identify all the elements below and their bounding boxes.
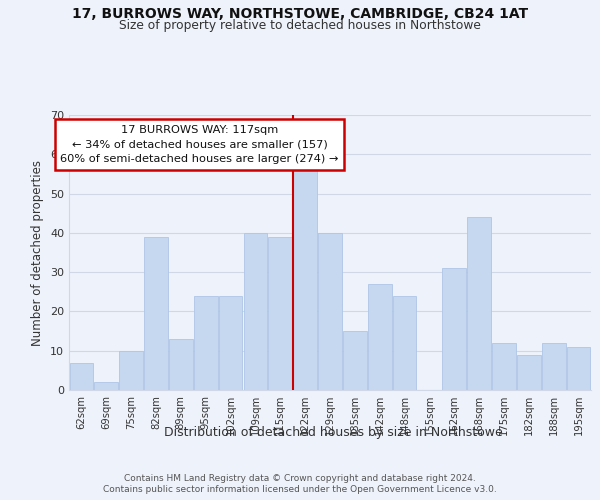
Bar <box>94 382 118 390</box>
Bar <box>393 296 416 390</box>
Bar <box>70 362 93 390</box>
Bar <box>368 284 392 390</box>
Bar <box>567 347 590 390</box>
Bar <box>517 354 541 390</box>
Bar <box>542 343 566 390</box>
Bar <box>343 331 367 390</box>
Text: Contains HM Land Registry data © Crown copyright and database right 2024.: Contains HM Land Registry data © Crown c… <box>124 474 476 483</box>
Bar <box>268 237 292 390</box>
Text: Distribution of detached houses by size in Northstowe: Distribution of detached houses by size … <box>164 426 502 439</box>
Bar <box>219 296 242 390</box>
Bar <box>293 166 317 390</box>
Bar <box>119 350 143 390</box>
Y-axis label: Number of detached properties: Number of detached properties <box>31 160 44 346</box>
Bar <box>144 237 168 390</box>
Bar <box>194 296 218 390</box>
Text: 17, BURROWS WAY, NORTHSTOWE, CAMBRIDGE, CB24 1AT: 17, BURROWS WAY, NORTHSTOWE, CAMBRIDGE, … <box>72 8 528 22</box>
Text: Contains public sector information licensed under the Open Government Licence v3: Contains public sector information licen… <box>103 485 497 494</box>
Bar <box>318 233 342 390</box>
Bar <box>467 217 491 390</box>
Text: Size of property relative to detached houses in Northstowe: Size of property relative to detached ho… <box>119 19 481 32</box>
Bar <box>442 268 466 390</box>
Text: 17 BURROWS WAY: 117sqm
← 34% of detached houses are smaller (157)
60% of semi-de: 17 BURROWS WAY: 117sqm ← 34% of detached… <box>61 125 338 164</box>
Bar <box>492 343 516 390</box>
Bar <box>244 233 267 390</box>
Bar <box>169 339 193 390</box>
